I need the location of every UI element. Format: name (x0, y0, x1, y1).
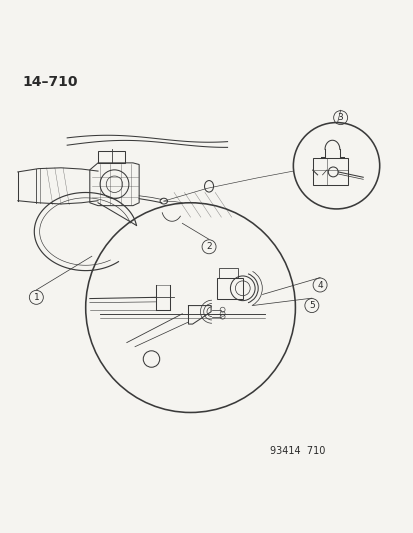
Text: 5: 5 (308, 301, 314, 310)
Text: 93414  710: 93414 710 (269, 447, 324, 456)
Text: 3: 3 (337, 113, 343, 122)
Text: 1: 1 (33, 293, 39, 302)
Text: 14–710: 14–710 (22, 75, 77, 90)
Bar (312, 158, 347, 185)
Text: 2: 2 (206, 243, 211, 251)
Text: 4: 4 (316, 280, 322, 289)
